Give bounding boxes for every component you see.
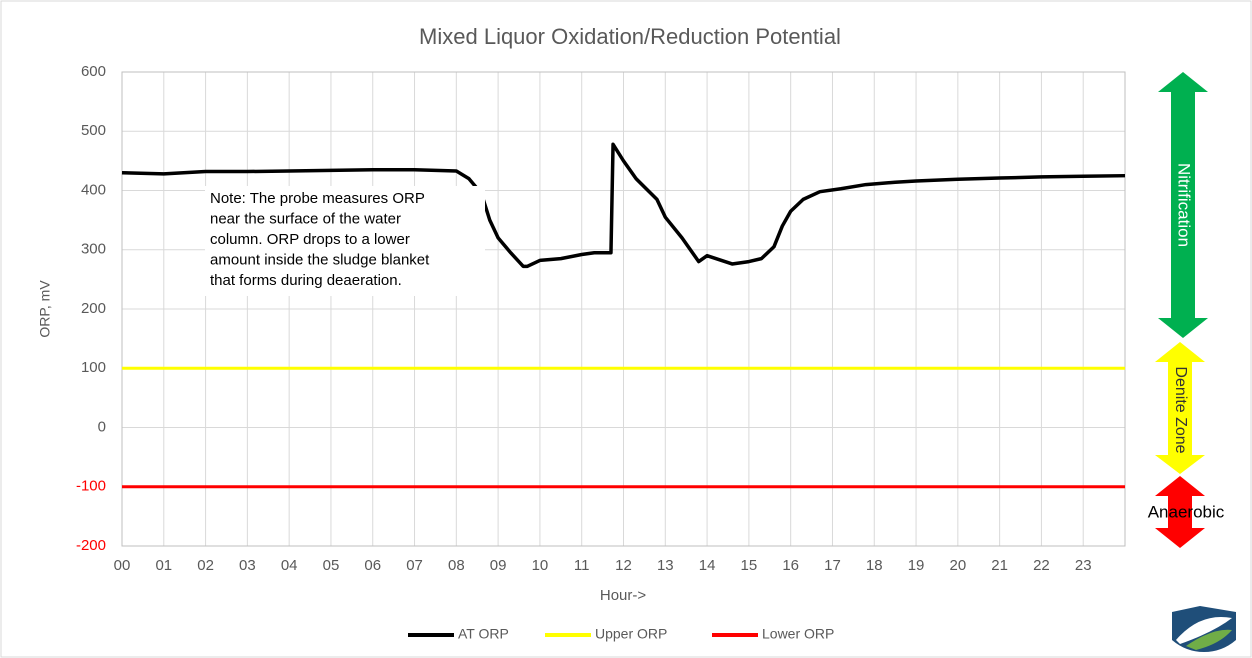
logo <box>1172 606 1236 652</box>
zone-label: Anaerobic <box>1148 502 1225 521</box>
x-axis-label: Hour-> <box>600 587 647 604</box>
y-tick-label: -200 <box>76 537 106 554</box>
x-tick-label: 23 <box>1075 557 1092 574</box>
y-tick-label: 600 <box>81 63 106 80</box>
anaerobic-arrow <box>1155 476 1205 548</box>
x-tick-label: 16 <box>782 557 799 574</box>
x-tick-label: 22 <box>1033 557 1050 574</box>
plot-border <box>121 71 1126 547</box>
x-tick-label: 17 <box>824 557 841 574</box>
legend-label: AT ORP <box>458 626 509 642</box>
legend-label: Lower ORP <box>762 626 834 642</box>
x-tick-label: 01 <box>155 557 172 574</box>
x-tick-label: 11 <box>574 557 590 574</box>
x-tick-label: 07 <box>406 557 423 574</box>
x-tick-label: 03 <box>239 557 256 574</box>
y-tick-label: 500 <box>81 122 106 139</box>
note-box <box>205 186 485 296</box>
x-tick-label: 15 <box>741 557 758 574</box>
nitrification-arrow <box>1158 72 1208 338</box>
denite-arrow <box>1155 342 1205 474</box>
y-tick-label: 0 <box>98 418 106 435</box>
note-line: column. ORP drops to a lower <box>210 231 410 248</box>
x-tick-label: 19 <box>908 557 925 574</box>
y-tick-label: 400 <box>81 181 106 198</box>
x-tick-label: 06 <box>364 557 381 574</box>
x-tick-label: 00 <box>114 557 131 574</box>
chart-title: Mixed Liquor Oxidation/Reduction Potenti… <box>419 24 841 49</box>
note-line: that forms during deaeration. <box>210 272 402 289</box>
x-tick-label: 13 <box>657 557 674 574</box>
y-tick-label: -100 <box>76 478 106 495</box>
x-tick-label: 04 <box>281 557 298 574</box>
y-tick-label: 300 <box>81 241 106 258</box>
x-tick-label: 14 <box>699 557 716 574</box>
x-tick-label: 12 <box>615 557 632 574</box>
y-tick-label: 100 <box>81 359 106 376</box>
x-tick-label: 18 <box>866 557 883 574</box>
series-line <box>121 142 1126 269</box>
x-tick-label: 09 <box>490 557 507 574</box>
x-tick-label: 05 <box>323 557 340 574</box>
legend-label: Upper ORP <box>595 626 667 642</box>
y-axis-label: ORP, mV <box>37 280 53 338</box>
zone-label: Nitrification <box>1175 163 1194 247</box>
x-tick-label: 20 <box>949 557 966 574</box>
x-tick-label: 10 <box>532 557 549 574</box>
zone-label: Denite Zone <box>1172 366 1189 453</box>
note-line: Note: The probe measures ORP <box>210 190 425 207</box>
note-line: near the surface of the water <box>210 210 401 227</box>
x-tick-label: 02 <box>197 557 214 574</box>
x-tick-label: 21 <box>991 557 1008 574</box>
y-tick-label: 200 <box>81 300 106 317</box>
note-line: amount inside the sludge blanket <box>210 251 430 268</box>
x-tick-label: 08 <box>448 557 465 574</box>
